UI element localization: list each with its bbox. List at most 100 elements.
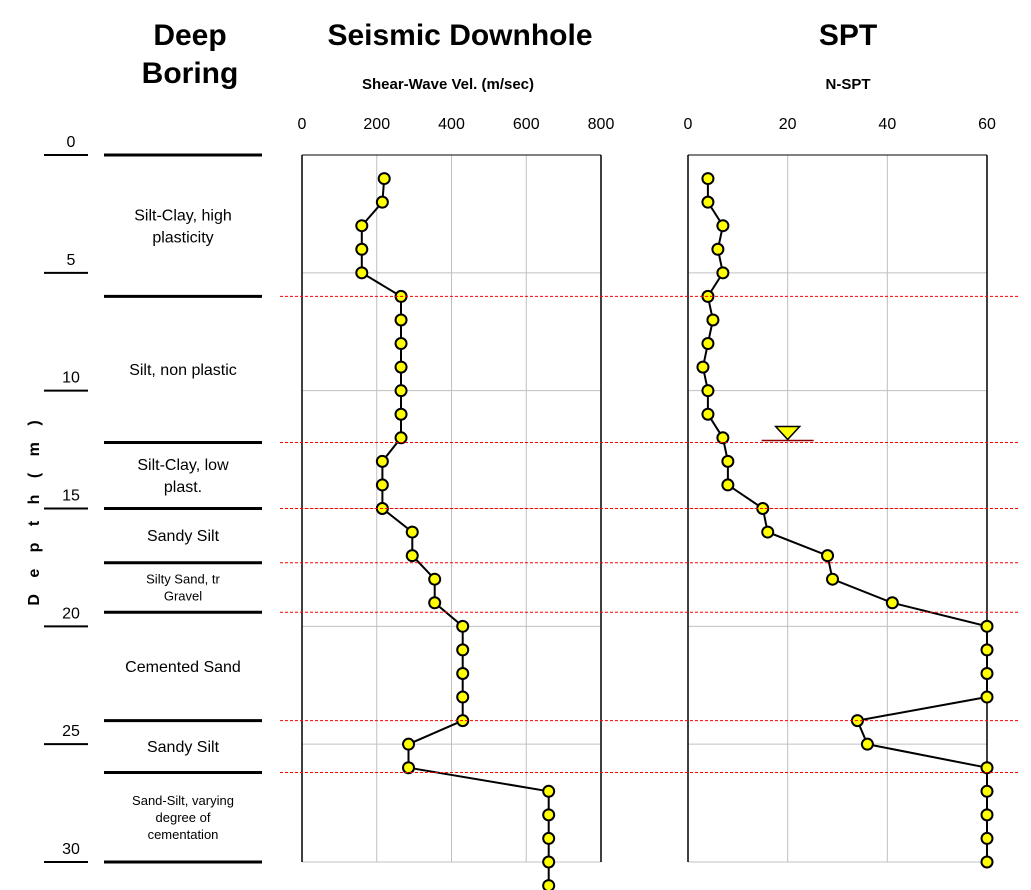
- data-point: [355, 242, 369, 256]
- seismic-xlabel: Shear-Wave Vel. (m/sec): [362, 76, 534, 93]
- data-point: [375, 195, 389, 209]
- layer-label: plasticity: [152, 229, 213, 246]
- data-point: [377, 172, 391, 186]
- water-table-triangle: [773, 425, 802, 441]
- seismic-panel: 0 200 400 600 800: [298, 116, 615, 890]
- data-point: [701, 337, 715, 351]
- data-point: [980, 619, 994, 633]
- series-line: [360, 178, 550, 886]
- data-point: [456, 619, 470, 633]
- data-point: [716, 431, 730, 445]
- layer-label: Gravel: [164, 588, 202, 603]
- layer-label: degree of: [156, 810, 211, 825]
- data-point: [721, 454, 735, 468]
- data-point: [542, 831, 556, 845]
- data-point: [405, 549, 419, 563]
- seismic-title: Seismic Downhole: [327, 19, 592, 52]
- deep-boring-title-line-1: Deep: [153, 19, 226, 52]
- data-point: [821, 549, 835, 563]
- data-point: [394, 384, 408, 398]
- layer-boundaries: [280, 295, 1020, 773]
- data-point: [716, 266, 730, 280]
- depth-tick-label: 5: [67, 252, 76, 269]
- spt-panel: 0 20 40 60: [684, 116, 996, 869]
- data-point: [542, 855, 556, 869]
- data-point: [721, 478, 735, 492]
- data-point: [980, 761, 994, 775]
- boring-layers: Silt-Clay, high plasticity Silt, non plast…: [104, 153, 262, 864]
- depth-tick-label: 15: [62, 488, 80, 505]
- data-point: [428, 572, 442, 586]
- data-point: [355, 266, 369, 280]
- layer-label: Silt-Clay, low: [137, 457, 229, 474]
- data-point: [375, 478, 389, 492]
- data-point: [980, 831, 994, 845]
- layer-label: Sandy Silt: [147, 739, 220, 756]
- x-tick-label: 800: [588, 116, 615, 133]
- data-point: [375, 454, 389, 468]
- layer-label: Sand-Silt, varying: [132, 793, 234, 808]
- spt-xlabel: N-SPT: [826, 76, 871, 93]
- data-point: [701, 172, 715, 186]
- layer-label: cementation: [148, 827, 219, 842]
- depth-ticks: 0 5 10 15 20 25 30: [44, 134, 88, 863]
- data-point: [980, 808, 994, 822]
- data-point: [542, 808, 556, 822]
- data-point: [542, 879, 556, 890]
- data-point: [402, 761, 416, 775]
- data-point: [716, 219, 730, 233]
- water-table-marker: [761, 425, 814, 442]
- x-tick-label: 0: [298, 116, 307, 133]
- data-point: [355, 219, 369, 233]
- x-tick-label: 60: [978, 116, 996, 133]
- data-point: [701, 407, 715, 421]
- depth-tick-label: 0: [67, 134, 76, 151]
- data-point: [980, 690, 994, 704]
- data-point: [456, 690, 470, 704]
- layer-label: Cemented Sand: [125, 659, 241, 676]
- data-point: [542, 784, 556, 798]
- x-tick-label: 20: [779, 116, 797, 133]
- data-point: [394, 337, 408, 351]
- data-point: [761, 525, 775, 539]
- depth-tick-label: 30: [62, 841, 80, 858]
- data-point: [980, 855, 994, 869]
- layer-label: plast.: [164, 479, 202, 496]
- x-tick-label: 0: [684, 116, 693, 133]
- data-point: [885, 596, 899, 610]
- layer-label: Sandy Silt: [147, 528, 220, 545]
- data-point: [701, 195, 715, 209]
- data-point: [980, 784, 994, 798]
- data-point: [456, 666, 470, 680]
- data-point: [860, 737, 874, 751]
- data-point: [428, 596, 442, 610]
- data-point: [394, 360, 408, 374]
- data-point: [696, 360, 710, 374]
- data-point: [394, 407, 408, 421]
- data-point: [980, 643, 994, 657]
- depth-tick-label: 10: [62, 370, 80, 387]
- data-point: [394, 431, 408, 445]
- depth-tick-label: 20: [62, 605, 80, 622]
- layer-label: Silt, non plastic: [129, 362, 237, 379]
- x-tick-label: 40: [878, 116, 896, 133]
- depth-tick-label: 25: [62, 723, 80, 740]
- data-point: [706, 313, 720, 327]
- layer-label: Silty Sand, tr: [146, 571, 220, 586]
- data-point: [402, 737, 416, 751]
- data-point: [405, 525, 419, 539]
- series-line: [701, 178, 988, 862]
- x-tick-label: 600: [513, 116, 540, 133]
- x-tick-label: 200: [363, 116, 390, 133]
- x-tick-label: 400: [438, 116, 465, 133]
- spt-title: SPT: [819, 19, 877, 52]
- data-point: [826, 572, 840, 586]
- data-point: [980, 666, 994, 680]
- data-point: [456, 643, 470, 657]
- data-point: [394, 313, 408, 327]
- data-point: [701, 384, 715, 398]
- deep-boring-title-line-2: Boring: [142, 57, 239, 90]
- layer-label: Silt-Clay, high: [134, 207, 232, 224]
